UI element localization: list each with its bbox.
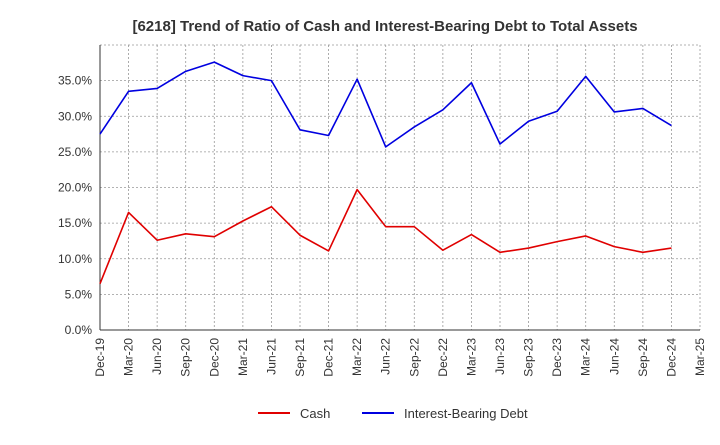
y-tick-label: 20.0% — [58, 181, 92, 195]
x-tick-label: Mar-25 — [693, 338, 707, 376]
x-tick-label: Sep-24 — [636, 338, 650, 377]
legend-label: Interest-Bearing Debt — [404, 406, 528, 421]
y-tick-label: 0.0% — [65, 323, 93, 337]
series-lines — [99, 61, 672, 284]
x-tick-label: Dec-19 — [93, 338, 107, 377]
series-line-cash — [99, 188, 672, 284]
y-tick-label: 25.0% — [58, 145, 92, 159]
x-tick-label: Dec-23 — [550, 338, 564, 377]
x-tick-label: Dec-21 — [322, 338, 336, 377]
x-tick-label: Sep-22 — [407, 338, 421, 377]
series-line-interest-bearing-debt — [99, 61, 672, 148]
x-tick-label: Jun-23 — [493, 338, 507, 375]
x-tick-label: Jun-20 — [150, 338, 164, 375]
x-tick-label: Mar-21 — [236, 338, 250, 376]
y-tick-label: 30.0% — [58, 109, 92, 123]
x-tick-label: Mar-24 — [579, 338, 593, 376]
axes: 0.0% 5.0% 10.0% 15.0% 20.0% 25.0% 30.0% 35.0% De… — [58, 45, 707, 377]
x-tick-label: Mar-23 — [464, 338, 478, 376]
y-tick-label: 10.0% — [58, 252, 92, 266]
y-tick-label: 5.0% — [65, 287, 93, 301]
x-tick-label: Jun-24 — [607, 338, 621, 375]
x-tick-label: Sep-23 — [522, 338, 536, 377]
chart-title: [6218] Trend of Ratio of Cash and Intere… — [132, 18, 637, 35]
x-tick-label: Jun-21 — [264, 338, 278, 375]
x-tick-label: Sep-20 — [179, 338, 193, 377]
x-tick-label: Mar-22 — [350, 338, 364, 376]
y-tick-label: 15.0% — [58, 216, 92, 230]
x-tick-label: Jun-22 — [379, 338, 393, 375]
legend-label: Cash — [300, 406, 330, 421]
x-tick-label: Dec-22 — [436, 338, 450, 377]
legend: Cash Interest-Bearing Debt — [258, 406, 528, 421]
grid-lines — [100, 44, 701, 330]
x-tick-label: Dec-24 — [664, 338, 678, 377]
x-tick-label: Dec-20 — [207, 338, 221, 377]
y-tick-label: 35.0% — [58, 74, 92, 88]
x-tick-label: Sep-21 — [293, 338, 307, 377]
x-tick-label: Mar-20 — [122, 338, 136, 376]
